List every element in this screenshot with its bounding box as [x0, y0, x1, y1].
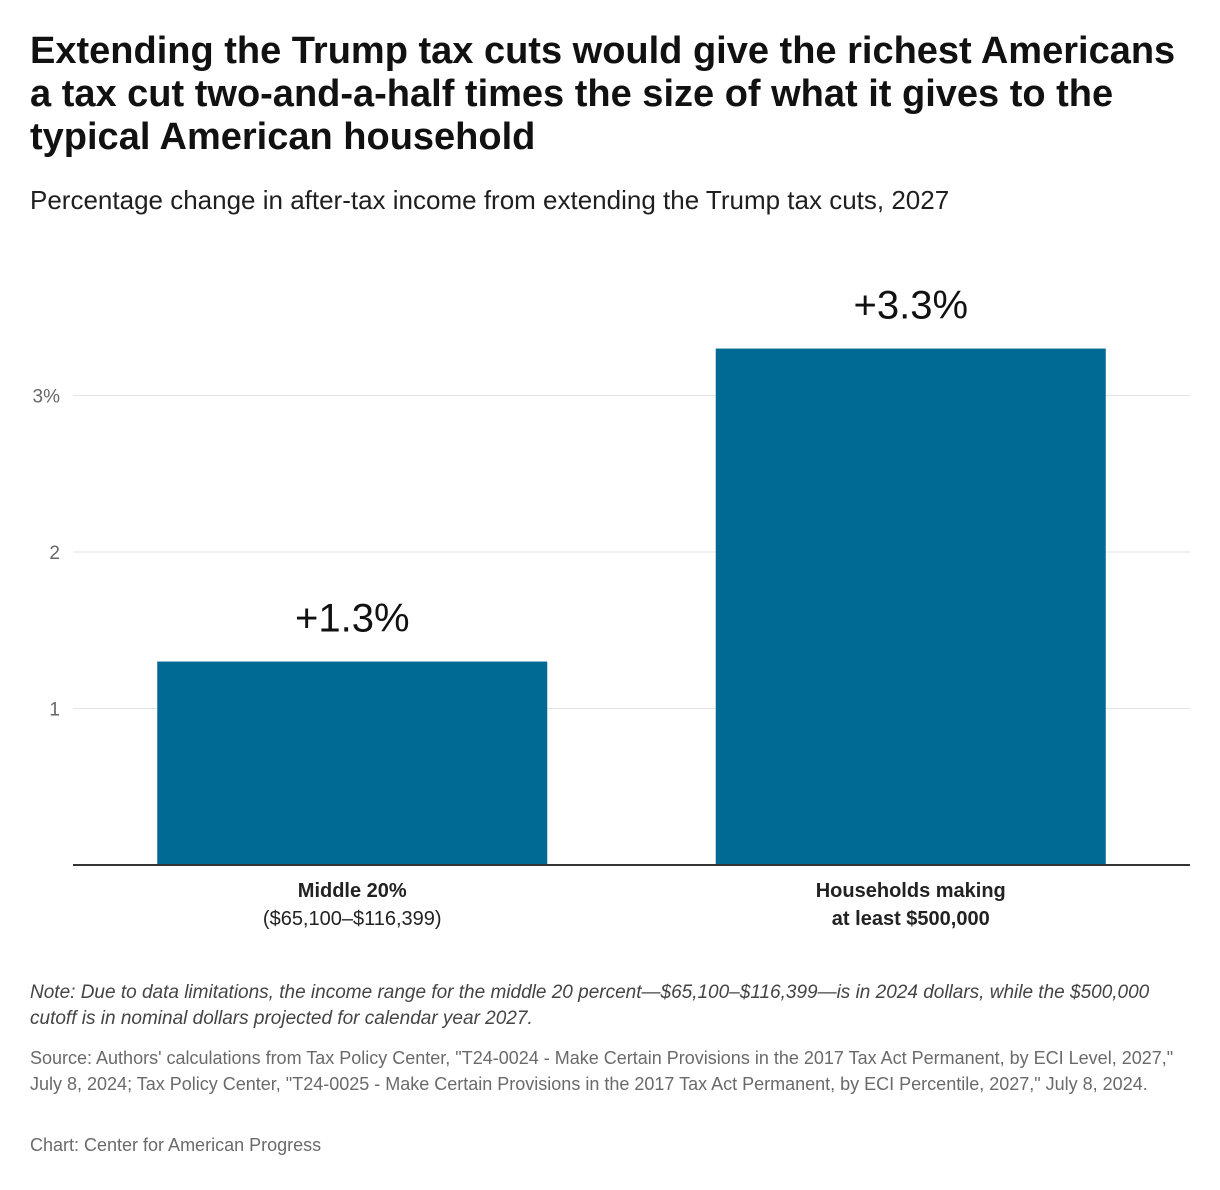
bar: [715, 348, 1106, 865]
bar: [157, 661, 548, 865]
y-tick-label: 3%: [33, 387, 61, 408]
chart-subtitle: Percentage change in after-tax income fr…: [30, 185, 950, 215]
chart-note: Note: Due to data limitations, the incom…: [30, 982, 1150, 1029]
bar-value-label: +3.3%: [853, 284, 968, 328]
x-category-label: at least $500,000: [832, 908, 990, 930]
x-category-label: Middle 20%: [298, 880, 407, 902]
bar-value-label: +1.3%: [295, 597, 410, 641]
x-category-label: ($65,100–$116,399): [263, 908, 442, 930]
y-tick-label: 1: [49, 700, 60, 721]
y-tick-label: 2: [49, 543, 60, 564]
bar-chart: 1 2 3% +1.3% Middle 20% ($65,100–$116,399) +3.…: [33, 284, 1190, 930]
chart-title: Extending the Trump tax cuts would give …: [30, 30, 1176, 158]
x-category-label: Households making: [816, 880, 1006, 902]
chart-source: Source: Authors' calculations from Tax P…: [30, 1048, 1174, 1094]
chart-credit: Chart: Center for American Progress: [30, 1135, 322, 1155]
